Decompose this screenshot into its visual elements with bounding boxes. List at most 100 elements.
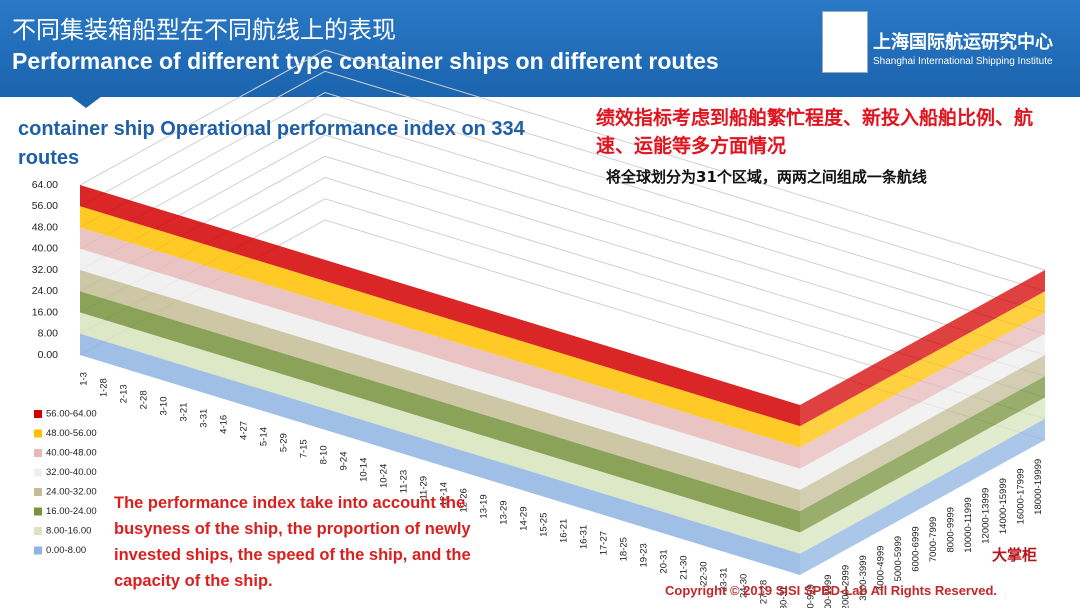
- brand-logo: 大掌柜: [992, 546, 1038, 564]
- surface-band-side: [800, 333, 1045, 490]
- x-tick-label: 9-24: [339, 452, 350, 471]
- annotation-zh: 绩效指标考虑到船舶繁忙程度、新投入船舶比例、航速、运能等多方面情况: [596, 107, 1034, 157]
- x-tick-label: 23-31: [719, 568, 730, 592]
- x-tick-label: 30-31: [779, 586, 790, 608]
- x-tick-label: 15-25: [539, 513, 550, 537]
- y-tick-label: 48.00: [32, 221, 58, 233]
- legend-label: 0.00-8.00: [46, 545, 86, 556]
- x-tick-label: 12-26: [459, 488, 470, 512]
- legend-swatch: [34, 488, 42, 496]
- x-tick-label: 24-30: [739, 574, 750, 598]
- surface-band-side: [800, 418, 1045, 575]
- x-tick-label: 3-10: [159, 397, 170, 416]
- grid-line: [79, 91, 1046, 313]
- surface-band-front: [80, 291, 800, 533]
- x-tick-label: 11-29: [419, 476, 430, 500]
- legend-label: 48.00-56.00: [46, 428, 97, 439]
- grid-line: [79, 70, 1046, 292]
- legend-label: 40.00-48.00: [46, 448, 97, 459]
- x-tick-label: 17-27: [599, 531, 610, 555]
- annotation-en: The performance index take into account …: [114, 494, 471, 590]
- legend-swatch: [34, 410, 42, 418]
- depth-tick-label: 0-999: [805, 584, 816, 608]
- logo: [822, 11, 868, 73]
- x-tick-label: 5-29: [279, 433, 290, 452]
- surface-band-front: [80, 185, 800, 427]
- header-notch: [70, 96, 102, 108]
- header-bar: [0, 0, 1080, 97]
- x-tick-label: 14-29: [519, 507, 530, 531]
- legend-swatch: [34, 468, 42, 477]
- depth-tick-label: 4000-4999: [875, 546, 886, 591]
- depth-tick-label: 2000-2999: [840, 565, 851, 608]
- depth-tick-label: 8000-9999: [945, 507, 956, 552]
- annotation-zh-note: 将全球划分为31个区域，两两之间组成一条航线: [606, 168, 927, 186]
- legend-swatch: [34, 429, 42, 438]
- surface-band-front: [80, 333, 800, 575]
- chart-title: container ship Operational performance i…: [18, 118, 525, 169]
- depth-tick-label: 7000-7999: [928, 517, 939, 562]
- legend-label: 32.00-40.00: [46, 467, 97, 478]
- surface-band-side: [800, 291, 1045, 448]
- x-tick-label: 27-28: [759, 580, 770, 604]
- legend-label: 16.00-24.00: [46, 506, 97, 517]
- x-tick-label: 19-23: [639, 543, 650, 567]
- x-tick-label: 3-21: [179, 403, 190, 422]
- depth-tick-label: 3000-3999: [858, 555, 869, 600]
- x-tick-label: 7-15: [299, 439, 310, 458]
- title-en: Performance of different type container …: [12, 48, 719, 74]
- grid-line: [79, 113, 1046, 335]
- y-tick-label: 64.00: [32, 179, 58, 191]
- x-tick-label: 13-19: [479, 494, 490, 518]
- y-tick-label: 0.00: [38, 349, 59, 361]
- y-tick-label: 40.00: [32, 243, 58, 255]
- surface-band-front: [80, 248, 800, 490]
- surface-band-side: [800, 397, 1045, 554]
- y-tick-label: 56.00: [32, 200, 58, 212]
- x-tick-label: 16-21: [559, 519, 570, 543]
- org-name-en: Shanghai International Shipping Institut…: [873, 56, 1053, 67]
- y-tick-label: 32.00: [32, 264, 58, 276]
- surface-band-front: [80, 227, 800, 469]
- x-tick-label: 5-14: [259, 427, 270, 446]
- org-name-zh: 上海国际航运研究中心: [873, 32, 1053, 53]
- surface-band-side: [800, 312, 1045, 469]
- surface-band-side: [800, 376, 1045, 533]
- y-tick-label: 16.00: [32, 306, 58, 318]
- y-tick-label: 8.00: [38, 328, 59, 340]
- x-tick-label: 1-3: [79, 372, 90, 386]
- copyright: Copyright © 2019 SISI SPBD-Lab All Right…: [665, 583, 998, 598]
- depth-tick-label: 12000-13999: [980, 488, 991, 544]
- depth-tick-label: 18000-19999: [1033, 459, 1044, 515]
- legend-label: 8.00-16.00: [46, 526, 91, 537]
- x-tick-label: 13-29: [499, 500, 510, 524]
- surface-band-front: [80, 206, 800, 448]
- y-tick-label: 24.00: [32, 285, 58, 297]
- x-tick-label: 12-14: [439, 482, 450, 506]
- x-tick-label: 1-28: [99, 378, 110, 397]
- x-tick-label: 3-31: [199, 409, 210, 428]
- depth-tick-label: 6000-6999: [910, 526, 921, 571]
- surface-band-front: [80, 312, 800, 554]
- legend-swatch: [34, 527, 42, 535]
- depth-tick-label: 1000-1999: [823, 575, 834, 608]
- legend-swatch: [34, 546, 42, 555]
- x-tick-label: 4-16: [219, 415, 230, 434]
- title-zh: 不同集装箱船型在不同航线上的表现: [12, 16, 396, 44]
- legend-label: 24.00-32.00: [46, 487, 97, 498]
- x-tick-label: 22-30: [699, 562, 710, 586]
- depth-tick-label: 5000-5999: [893, 536, 904, 581]
- grid-line: [79, 49, 1046, 271]
- legend-label: 56.00-64.00: [46, 409, 97, 420]
- x-tick-label: 21-30: [679, 555, 690, 579]
- surface-band-side: [800, 270, 1045, 427]
- x-tick-label: 2-13: [119, 384, 130, 403]
- x-tick-label: 20-31: [659, 549, 670, 573]
- legend-swatch: [34, 449, 42, 457]
- surface-band-side: [800, 355, 1045, 512]
- depth-tick-label: 10000-11999: [963, 497, 974, 552]
- x-tick-label: 4-27: [239, 421, 250, 440]
- x-tick-label: 2-28: [139, 390, 150, 409]
- surface-band-front: [80, 270, 800, 512]
